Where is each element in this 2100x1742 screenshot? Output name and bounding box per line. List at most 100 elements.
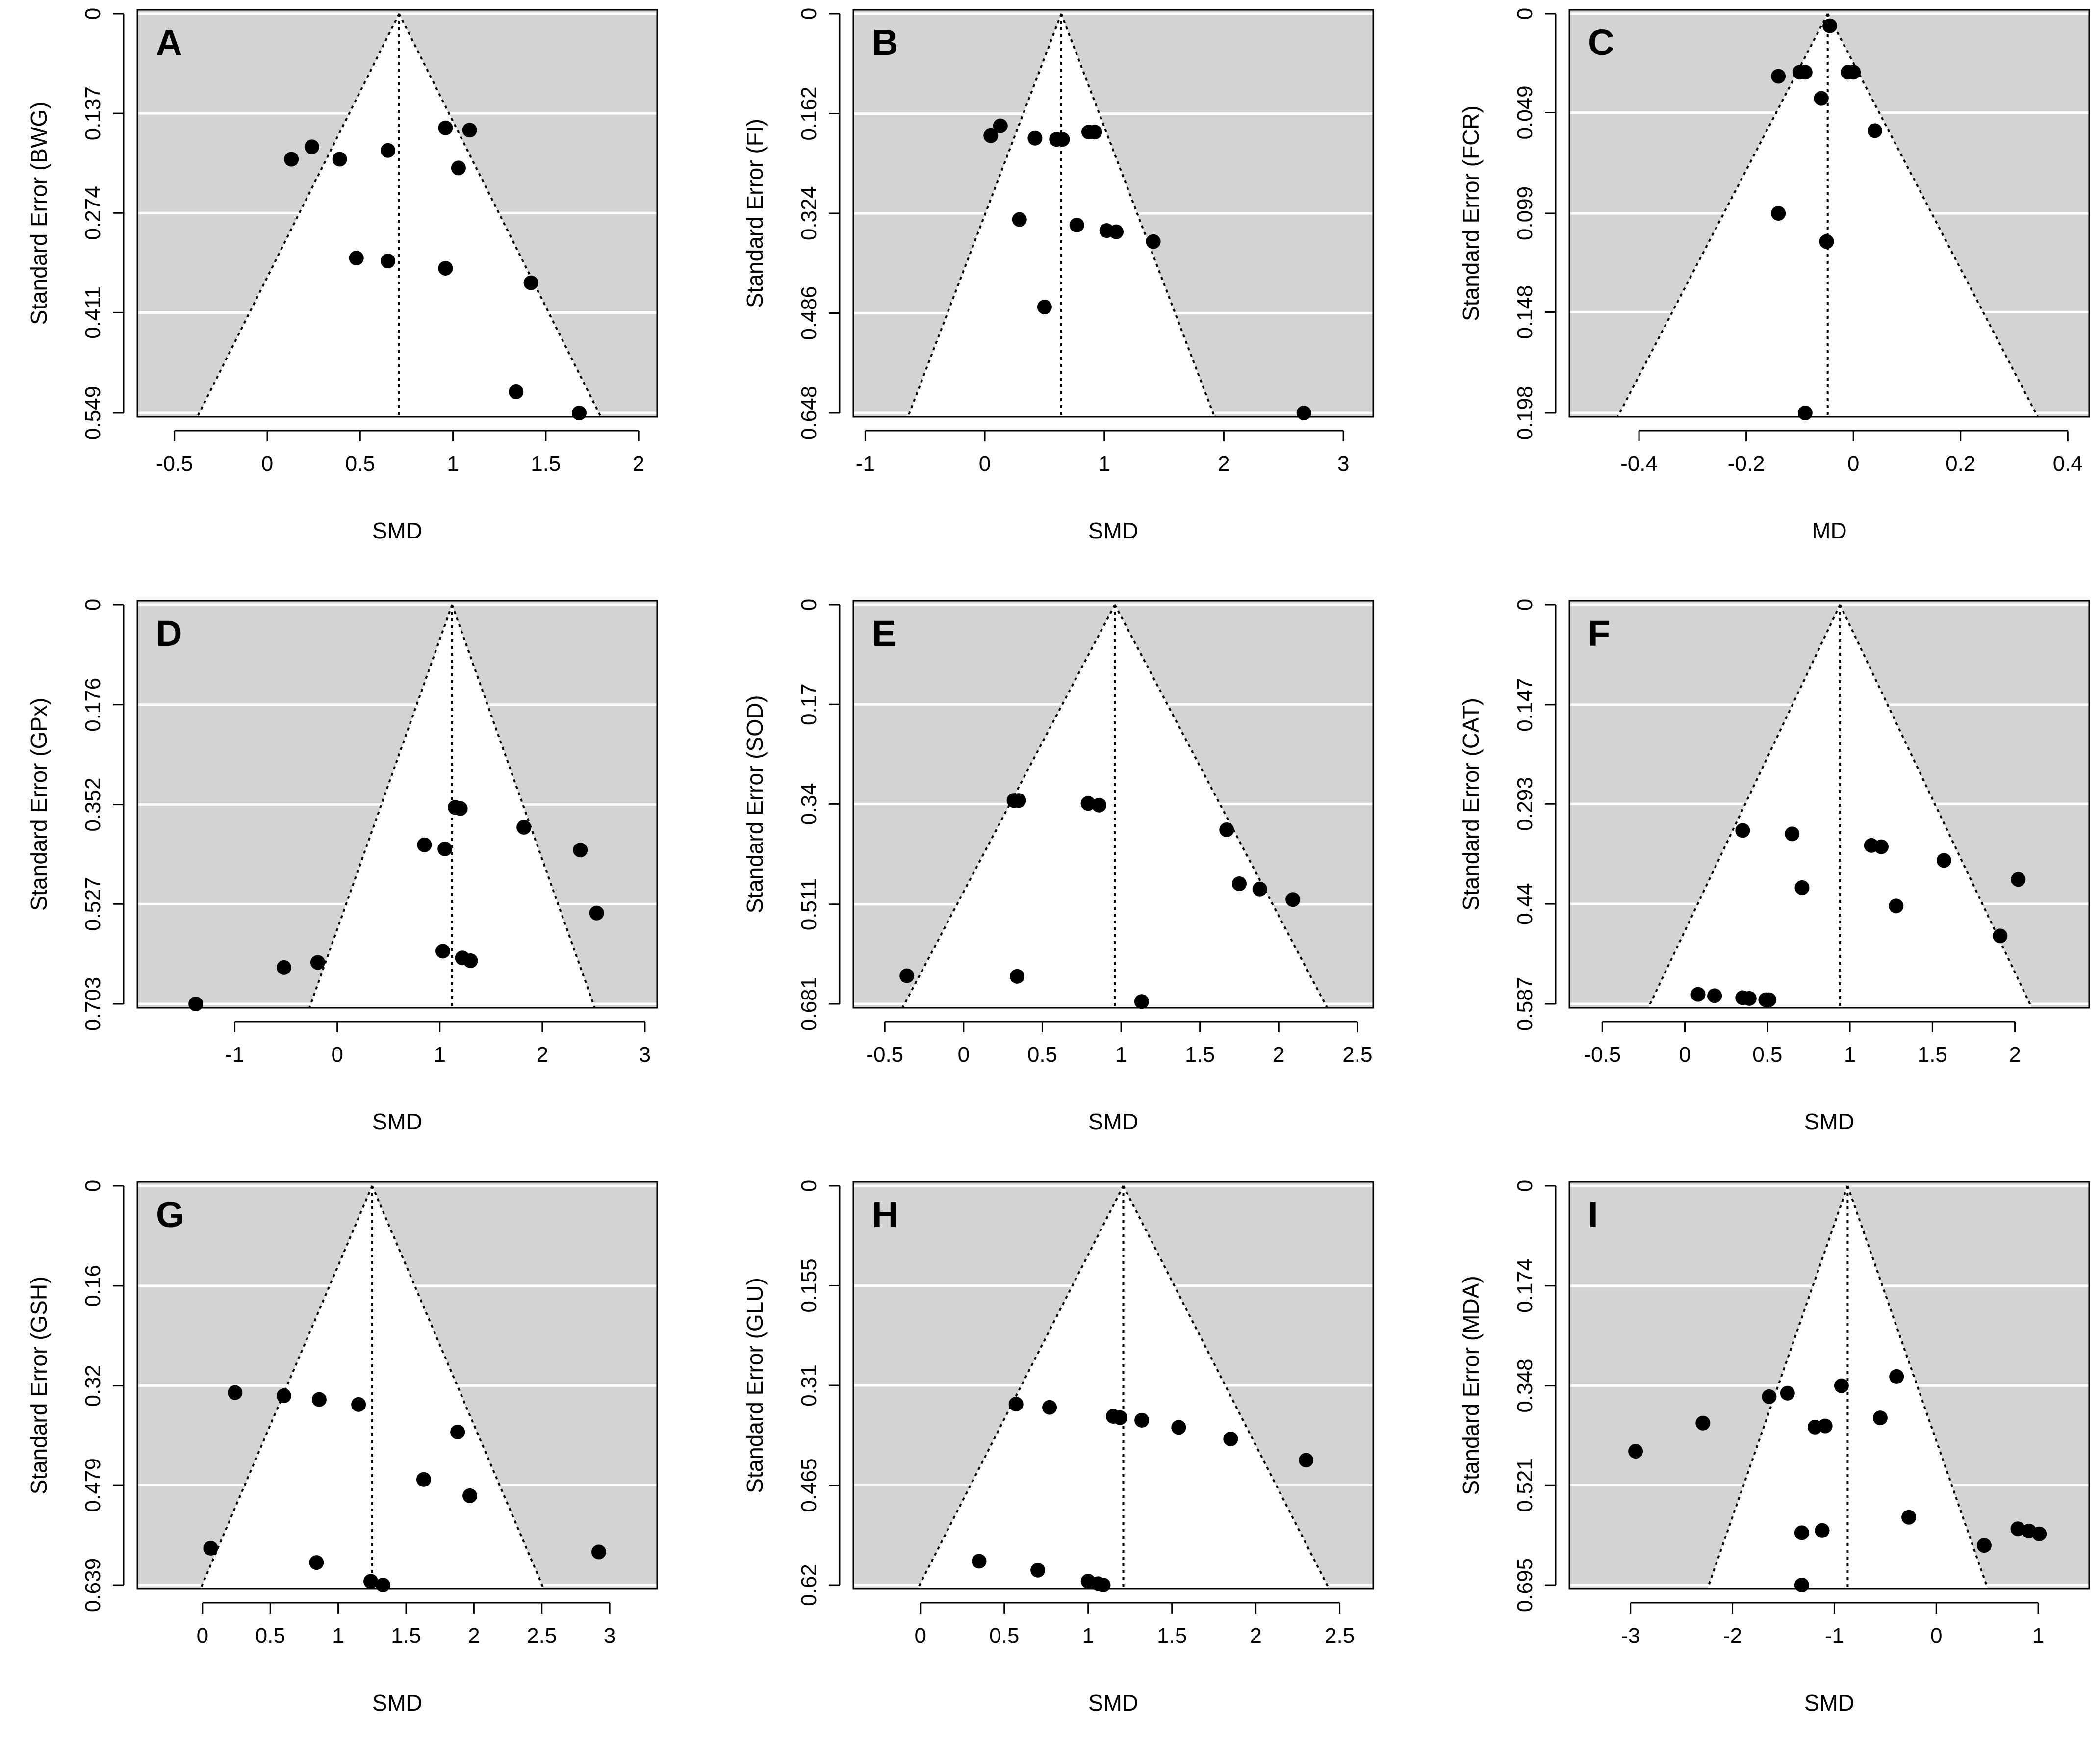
x-axis: -0.4 -0.2 0 0.2 0.4 MD: [1620, 430, 2083, 543]
study-point: [438, 120, 453, 135]
x-tick-label: -0.5: [866, 1043, 903, 1067]
study-point: [1846, 65, 1861, 80]
panel-border: [136, 1181, 658, 1590]
funnel-left-boundary: [1647, 604, 1841, 1008]
y-axis: 0 0.16 0.32 0.479 0.639 Standard Error (GSH): [26, 1180, 125, 1612]
panel-letter: F: [1588, 613, 1610, 654]
study-point: [188, 997, 204, 1011]
y-tick-label: 0.411: [81, 286, 105, 339]
study-point: [228, 1385, 243, 1400]
study-point: [1815, 1523, 1830, 1538]
study-point: [1872, 1410, 1888, 1426]
funnel-plot-a: A -0.5 0 0.5 1 1.5 2 SMD 0 0.137 0.274 0.411 0.549 St…: [26, 8, 658, 543]
y-tick-label: 0.639: [81, 1558, 105, 1612]
study-point: [1807, 1419, 1822, 1435]
y-axis: 0 0.17 0.34 0.511 0.681 Standard Error (SOD): [742, 599, 841, 1031]
x-tick-label: 2.5: [1325, 1624, 1355, 1648]
x-tick-label: 3: [1337, 452, 1349, 476]
x-tick-label: 1: [2032, 1624, 2044, 1648]
y-axis-title: Standard Error (FCR): [1458, 105, 1484, 321]
x-axis-title: SMD: [1088, 1109, 1138, 1134]
x-tick-label: 0.5: [1027, 1043, 1057, 1067]
funnel-right-boundary: [1826, 13, 2039, 417]
x-tick-label: 2: [2009, 1043, 2021, 1067]
study-point: [463, 953, 478, 968]
panel-border: [1568, 600, 2090, 1009]
x-axis: -0.5 0 0.5 1 1.5 2 SMD: [156, 430, 644, 543]
study-point: [1219, 822, 1234, 837]
study-point: [1092, 797, 1107, 813]
study-point: [1285, 892, 1301, 907]
panel-border: [136, 600, 658, 1009]
study-point: [276, 1388, 291, 1404]
x-tick-label: 0: [979, 452, 991, 476]
study-point: [1936, 853, 1951, 868]
study-point: [381, 143, 396, 158]
y-tick-label: 0: [1513, 1180, 1537, 1192]
x-tick-label: 1: [447, 452, 459, 476]
y-axis: 0 0.176 0.352 0.527 0.703 Standard Error (GPx…: [26, 599, 125, 1031]
funnel-plot-b: B -1 0 1 2 3 SMD 0 0.162 0.324 0.486 0.648 Standard …: [742, 8, 1374, 543]
funnel-left-boundary: [907, 13, 1062, 417]
study-point: [453, 801, 468, 816]
x-tick-label: 1: [1098, 452, 1110, 476]
funnel-plot-c: C -0.4 -0.2 0 0.2 0.4 MD 0 0.049 0.099 0.148 0.198 S…: [1458, 8, 2090, 543]
x-axis-title: SMD: [372, 1690, 422, 1716]
y-tick-label: 0.274: [81, 186, 105, 240]
study-point: [1762, 1389, 1777, 1404]
x-tick-label: -0.4: [1620, 452, 1658, 476]
study-point: [1096, 1578, 1111, 1592]
y-tick-label: 0.293: [1513, 777, 1537, 831]
x-tick-label: 1.5: [391, 1624, 421, 1648]
funnel-plot-i: I -3 -2 -1 0 1 SMD 0 0.174 0.348 0.521 0.695 Standar…: [1458, 1180, 2090, 1716]
study-point: [1223, 1431, 1238, 1446]
study-point: [1794, 880, 1810, 895]
study-point: [1087, 125, 1102, 140]
study-point: [437, 841, 453, 856]
x-tick-label: 0.5: [989, 1624, 1019, 1648]
x-tick-label: 0: [1930, 1624, 1942, 1648]
study-point: [1252, 881, 1267, 897]
study-point: [1055, 132, 1070, 147]
study-point: [1080, 796, 1096, 811]
y-tick-label: 0.176: [81, 678, 105, 732]
study-point: [1797, 406, 1813, 420]
study-point: [311, 1392, 327, 1407]
study-point: [1069, 217, 1084, 232]
y-tick-label: 0.681: [797, 977, 821, 1031]
study-point: [1134, 994, 1149, 1009]
study-point: [1735, 823, 1750, 838]
study-point: [1707, 988, 1722, 1003]
x-tick-label: -1: [225, 1043, 244, 1067]
study-point: [509, 384, 524, 400]
study-point: [1030, 1563, 1046, 1578]
x-tick-label: 2: [1218, 452, 1229, 476]
x-tick-label: 2: [537, 1043, 548, 1067]
study-point: [451, 160, 466, 176]
y-tick-label: 0.479: [81, 1458, 105, 1512]
funnel-left-boundary: [901, 604, 1116, 1008]
study-point: [516, 820, 532, 835]
y-axis-title: Standard Error (CAT): [1458, 698, 1484, 911]
x-axis: -1 0 1 2 3 SMD: [225, 1021, 651, 1134]
panel-letter: C: [1588, 22, 1614, 63]
y-tick-label: 0.198: [1513, 386, 1537, 440]
x-axis: -0.5 0 0.5 1 1.5 2 2.5 SMD: [866, 1021, 1372, 1134]
y-tick-label: 0.16: [81, 1265, 105, 1307]
panel-border: [852, 1181, 1374, 1590]
study-point: [1993, 928, 2008, 944]
y-axis: 0 0.162 0.324 0.486 0.648 Standard Error (FI): [742, 8, 841, 440]
x-tick-label: -1: [856, 452, 875, 476]
funnel-left-boundary: [916, 1185, 1125, 1589]
study-point: [1834, 1378, 1849, 1393]
x-tick-label: -1: [1825, 1624, 1844, 1648]
x-tick-label: 0.2: [1946, 452, 1975, 476]
x-tick-label: 1: [1115, 1043, 1127, 1067]
study-point: [993, 118, 1008, 133]
study-point: [2010, 1521, 2025, 1537]
funnel-left-boundary: [199, 1185, 373, 1589]
y-tick-label: 0.324: [797, 186, 821, 240]
funnel-plot-h: H 0 0.5 1 1.5 2 2.5 SMD 0 0.155 0.31 0.465 0.62 Stand…: [742, 1180, 1374, 1716]
panel-letter: A: [156, 22, 182, 63]
